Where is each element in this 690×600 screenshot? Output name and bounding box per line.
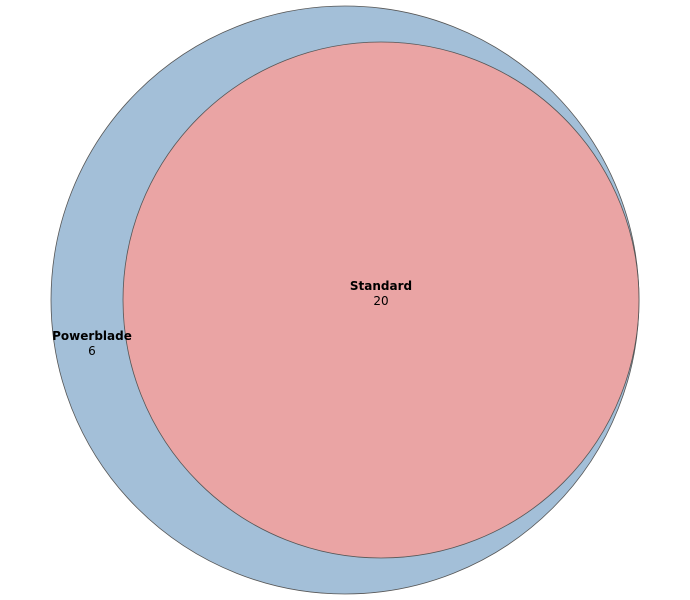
powerblade-label: Powerblade [52,329,132,343]
standard-count: 20 [373,294,388,308]
standard-label: Standard [350,279,412,293]
standard-circle [122,41,640,559]
powerblade-count: 6 [88,344,96,358]
